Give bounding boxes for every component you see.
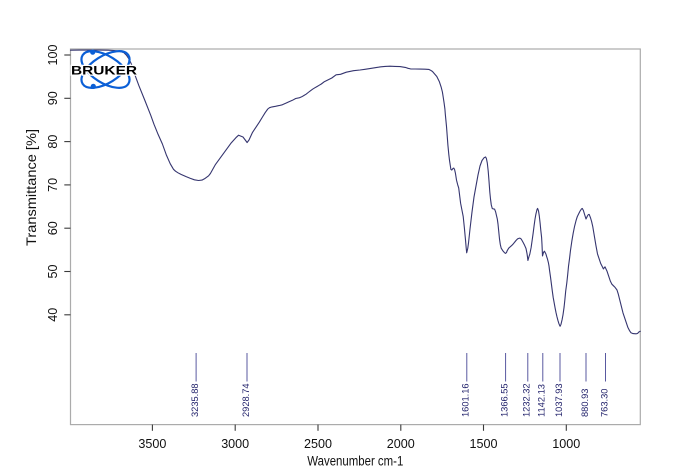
svg-text:Wavenumber cm-1: Wavenumber cm-1 (307, 453, 403, 468)
svg-text:1601.16: 1601.16 (461, 383, 471, 417)
svg-text:100: 100 (45, 45, 60, 66)
svg-text:1000: 1000 (552, 436, 580, 451)
svg-text:3500: 3500 (138, 436, 166, 451)
svg-text:Transmittance [%]: Transmittance [%] (23, 129, 39, 246)
svg-text:60: 60 (45, 221, 60, 235)
svg-text:80: 80 (45, 135, 60, 149)
svg-text:40: 40 (45, 308, 60, 322)
svg-text:1366.55: 1366.55 (499, 383, 509, 417)
svg-text:1500: 1500 (470, 436, 498, 451)
svg-text:2500: 2500 (304, 436, 332, 451)
svg-text:763.30: 763.30 (599, 389, 609, 417)
svg-text:3235.88: 3235.88 (190, 383, 200, 417)
svg-text:1142.13: 1142.13 (537, 384, 547, 417)
svg-text:50: 50 (45, 265, 60, 279)
svg-text:BRUKER: BRUKER (71, 64, 137, 78)
svg-text:3000: 3000 (221, 436, 249, 451)
svg-text:90: 90 (45, 91, 60, 105)
svg-text:1037.93: 1037.93 (554, 383, 564, 417)
svg-text:2000: 2000 (387, 436, 415, 451)
svg-text:880.93: 880.93 (580, 389, 590, 417)
svg-text:BRUKER: BRUKER (71, 64, 137, 78)
svg-text:2928.74: 2928.74 (241, 383, 251, 417)
svg-text:70: 70 (45, 178, 60, 192)
svg-text:1232.32: 1232.32 (522, 383, 532, 417)
